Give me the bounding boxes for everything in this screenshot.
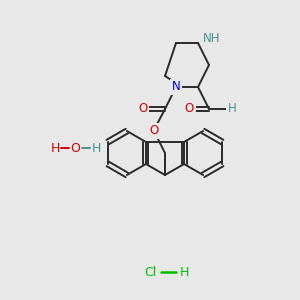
Text: H: H bbox=[227, 103, 236, 116]
Text: H: H bbox=[91, 142, 101, 154]
Text: O: O bbox=[70, 142, 80, 154]
Text: O: O bbox=[149, 124, 159, 137]
Text: N: N bbox=[172, 80, 180, 94]
Text: NH: NH bbox=[203, 32, 221, 46]
Text: H: H bbox=[179, 266, 189, 278]
Text: Cl: Cl bbox=[144, 266, 156, 278]
Text: H: H bbox=[50, 142, 60, 154]
Text: O: O bbox=[138, 103, 148, 116]
Text: O: O bbox=[184, 103, 194, 116]
